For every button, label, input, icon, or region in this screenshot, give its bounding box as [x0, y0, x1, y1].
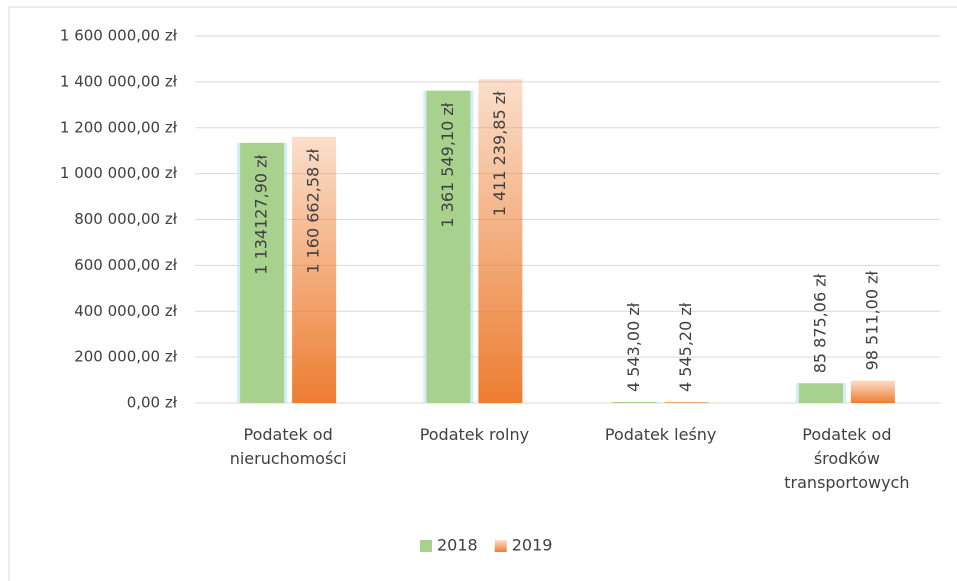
bar: [664, 401, 709, 403]
legend-label: 2019: [512, 536, 553, 555]
x-tick-label: Podatek od środków transportowych: [784, 425, 910, 492]
value-label: 85 875,06 zł: [810, 273, 829, 373]
y-tick-label: 1 200 000,00 zł: [60, 118, 178, 136]
value-label: 1 411 239,85 zł: [490, 91, 509, 216]
y-tick-label: 1 400 000,00 zł: [60, 72, 178, 90]
y-tick-label: 600 000,00 zł: [74, 256, 178, 274]
bar: [798, 383, 843, 403]
bar: [850, 380, 895, 403]
y-tick-label: 200 000,00 zł: [74, 348, 178, 366]
y-tick-label: 0,00 zł: [127, 394, 178, 412]
value-label: 98 511,00 zł: [862, 270, 881, 370]
legend-swatch: [420, 540, 432, 552]
legend-label: 2018: [437, 536, 478, 555]
bar: [240, 142, 285, 403]
y-tick-label: 400 000,00 zł: [74, 302, 178, 320]
x-tick-label: Podatek od nieruchomości: [229, 425, 347, 468]
bar: [478, 79, 523, 403]
value-label: 1 361 549,10 zł: [438, 102, 457, 227]
bar: [612, 401, 657, 403]
value-label: 4 543,00 zł: [624, 302, 643, 392]
bar: [292, 136, 337, 404]
bar: [426, 90, 471, 403]
value-label: 1 134127,90 zł: [252, 154, 271, 274]
x-tick-label: Podatek rolny: [419, 425, 530, 444]
x-tick-label: Podatek leśny: [604, 425, 717, 444]
value-label: 1 160 662,58 zł: [304, 148, 323, 273]
value-label: 4 545,20 zł: [676, 302, 695, 392]
y-tick-label: 1 600 000,00 zł: [60, 27, 178, 45]
y-tick-label: 1 000 000,00 zł: [60, 164, 178, 182]
legend-swatch: [494, 540, 507, 552]
y-tick-label: 800 000,00 zł: [74, 210, 178, 228]
chart-border: [8, 6, 957, 581]
